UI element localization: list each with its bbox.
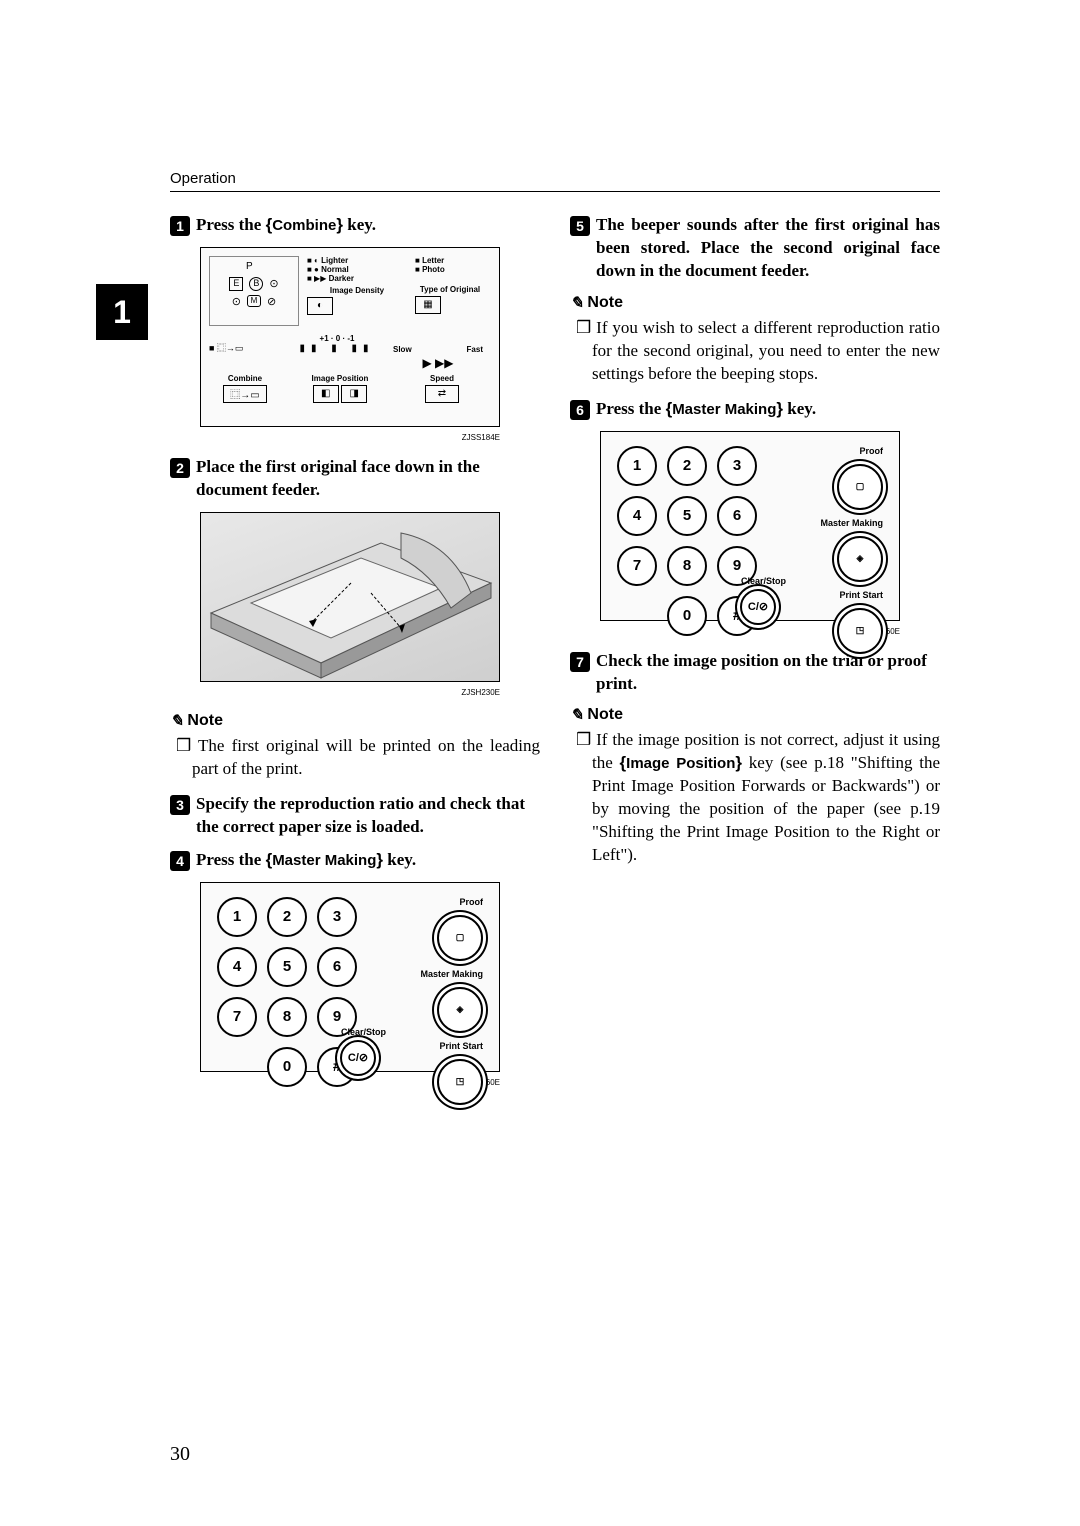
- step1-pre: Press the: [196, 215, 266, 234]
- left-column: 1 Press the {Combine} key. P E B ⊙ ⊙ M: [170, 214, 540, 1101]
- main-content: 1 Press the {Combine} key. P E B ⊙ ⊙ M: [170, 214, 944, 1101]
- fig-code: ZJSH230E: [170, 688, 500, 697]
- step-6: 6 Press the {Master Making} key.: [570, 398, 940, 421]
- keypad-figure-2: 123 456 789 0# Clear/Stop C/⊘ Proof ▢ Ma…: [600, 431, 900, 621]
- step-badge: 1: [170, 216, 190, 236]
- step-badge: 7: [570, 652, 590, 672]
- step7-text: Check the image position on the trial or…: [596, 650, 940, 696]
- control-panel-figure: P E B ⊙ ⊙ M ⊘ ■ ◐ Lighter ■ ● Normal: [200, 247, 500, 427]
- scanner-figure: [200, 512, 500, 682]
- step-badge: 3: [170, 795, 190, 815]
- step-7: 7 Check the image position on the trial …: [570, 650, 940, 696]
- note-5-body: If you wish to select a different reprod…: [570, 317, 940, 386]
- page-number: 30: [170, 1443, 190, 1466]
- note-heading: Note: [570, 293, 940, 313]
- step-badge: 2: [170, 458, 190, 478]
- step3-text: Specify the reproduction ratio and check…: [196, 793, 540, 839]
- step-1: 1 Press the {Combine} key.: [170, 214, 540, 237]
- note-2-body: The first original will be printed on th…: [170, 735, 540, 781]
- step-badge: 6: [570, 400, 590, 420]
- step-badge: 4: [170, 851, 190, 871]
- step-5: 5 The beeper sounds after the first orig…: [570, 214, 940, 283]
- right-column: 5 The beeper sounds after the first orig…: [570, 214, 940, 1101]
- note-heading: Note: [570, 705, 940, 725]
- note-heading: Note: [170, 711, 540, 731]
- step-4: 4 Press the {Master Making} key.: [170, 849, 540, 872]
- step5-text: The beeper sounds after the first origin…: [596, 214, 940, 283]
- step-badge: 5: [570, 216, 590, 236]
- step1-post: key.: [343, 215, 376, 234]
- step-2: 2 Place the first original face down in …: [170, 456, 540, 502]
- step-3: 3 Specify the reproduction ratio and che…: [170, 793, 540, 839]
- combine-key-label: Combine: [272, 217, 336, 234]
- fig-code: ZJSS184E: [170, 433, 500, 442]
- keypad-figure: 123 456 789 0# Clear/Stop C/⊘ Proof ▢ Ma…: [200, 882, 500, 1072]
- chapter-tab: 1: [96, 284, 148, 340]
- step2-text: Place the first original face down in th…: [196, 456, 540, 502]
- master-making-key-label: Master Making: [672, 401, 776, 418]
- image-position-key-label: Image Position: [626, 755, 735, 772]
- note-7-body: If the image position is not correct, ad…: [570, 729, 940, 867]
- section-header: Operation: [170, 170, 940, 192]
- master-making-key-label: Master Making: [272, 852, 376, 869]
